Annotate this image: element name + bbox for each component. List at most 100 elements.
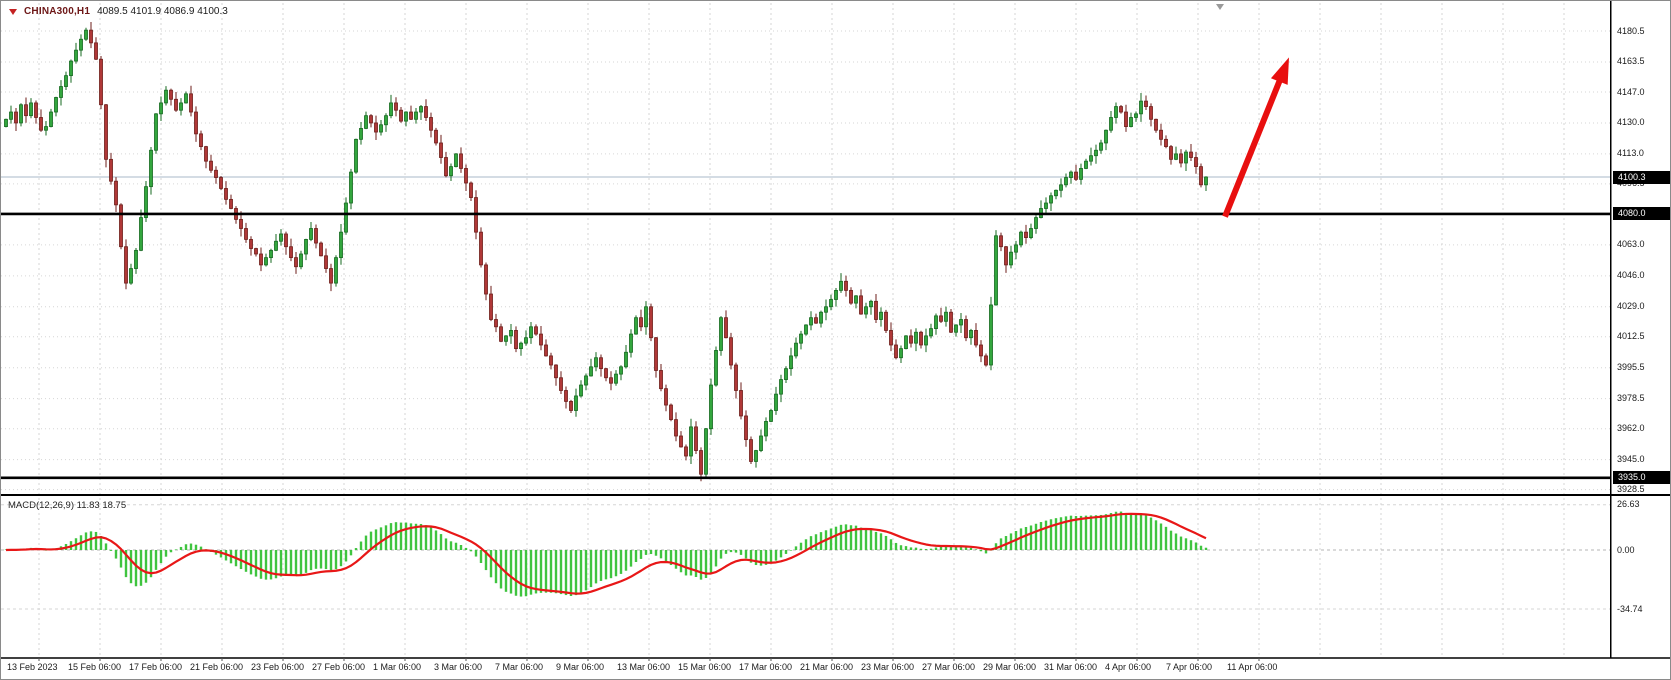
- macd-histogram-bar: [289, 550, 293, 576]
- macd-histogram-bar: [129, 550, 133, 584]
- candle-body: [204, 146, 208, 162]
- candle-body: [354, 138, 358, 173]
- candle-body: [849, 289, 853, 304]
- candle-body: [524, 337, 528, 344]
- candle-body: [809, 317, 813, 326]
- candle-body: [1004, 246, 1008, 266]
- macd-histogram-bar: [1134, 514, 1138, 550]
- candle-body: [284, 233, 288, 248]
- macd-histogram-bar: [749, 550, 753, 563]
- macd-histogram-bar: [944, 545, 948, 550]
- candle-body: [1184, 151, 1188, 164]
- macd-histogram-bar: [1019, 528, 1023, 550]
- candle-body: [499, 326, 503, 342]
- candle-body: [529, 326, 533, 339]
- price-axis-label: 4012.5: [1617, 331, 1645, 342]
- macd-histogram-bar: [1149, 517, 1153, 550]
- macd-histogram-bar: [629, 550, 633, 567]
- macd-indicator-label: MACD(12,26,9) 11.83 18.75: [8, 500, 126, 511]
- candle-body: [1109, 117, 1113, 131]
- candle-body: [49, 111, 53, 127]
- candle-body: [784, 368, 788, 380]
- macd-histogram-bar: [419, 523, 423, 550]
- candle-body: [984, 355, 988, 366]
- macd-histogram-bar: [659, 550, 663, 559]
- macd-histogram-bar: [959, 546, 963, 550]
- macd-histogram-bar: [614, 550, 618, 577]
- trend-arrow-head[interactable]: [1270, 57, 1289, 85]
- candle-body: [1099, 142, 1103, 151]
- macd-histogram-bar: [404, 522, 408, 550]
- macd-histogram-bar: [1139, 514, 1143, 550]
- candle-body: [804, 324, 808, 335]
- price-axis-label: 3995.5: [1617, 362, 1645, 373]
- macd-histogram-bar: [1159, 523, 1163, 550]
- candle-body: [1204, 176, 1208, 186]
- candle-body: [264, 257, 268, 266]
- candle-body: [844, 280, 848, 291]
- candle-body: [194, 111, 198, 135]
- macd-histogram-bar: [504, 550, 508, 592]
- candle-body: [1129, 117, 1133, 127]
- candle-body: [909, 335, 913, 344]
- candle-body: [419, 106, 423, 113]
- candle-body: [1069, 171, 1073, 178]
- candle-body: [494, 319, 498, 328]
- candle-body: [464, 168, 468, 184]
- price-axis-label: 3945.0: [1617, 454, 1645, 465]
- price-axis-label: 4163.5: [1617, 56, 1645, 67]
- macd-histogram-bar: [309, 550, 313, 571]
- candle-body: [229, 198, 233, 209]
- candle-body: [389, 102, 393, 117]
- candle-body: [1134, 113, 1138, 118]
- time-axis-label: 27 Mar 06:00: [922, 662, 976, 672]
- macd-histogram-bar: [884, 535, 888, 550]
- macd-histogram-bar: [639, 550, 643, 559]
- candle-body: [574, 395, 578, 411]
- chart-shift-marker-icon[interactable]: [1216, 4, 1224, 10]
- macd-histogram-bar: [539, 550, 543, 593]
- candle-body: [974, 330, 978, 346]
- macd-histogram-bar: [1124, 512, 1128, 550]
- macd-name: MACD(12,26,9): [8, 500, 74, 511]
- candle-body: [1079, 168, 1083, 180]
- price-axis[interactable]: [1612, 1, 1670, 658]
- macd-histogram-bar: [669, 550, 673, 565]
- candle-body: [384, 115, 388, 126]
- macd-histogram-bar: [1199, 545, 1203, 550]
- macd-histogram-bar: [514, 550, 518, 596]
- candle-body: [289, 246, 293, 259]
- candle-body: [769, 410, 773, 422]
- candle-body: [319, 242, 323, 257]
- candle-body: [179, 102, 183, 111]
- candle-body: [254, 248, 258, 255]
- candle-body: [639, 317, 643, 328]
- candle-body: [149, 149, 153, 188]
- candle-body: [429, 117, 433, 131]
- candle-body: [139, 217, 143, 251]
- macd-histogram-bar: [294, 550, 298, 576]
- candle-body: [839, 280, 843, 291]
- macd-histogram-bar: [779, 550, 783, 558]
- macd-histogram-bar: [1179, 536, 1183, 550]
- candle-body: [589, 366, 593, 377]
- candle-body: [749, 439, 753, 462]
- candle-body: [534, 326, 538, 335]
- candle-body: [704, 428, 708, 475]
- candle-body: [914, 331, 918, 344]
- candle-body: [444, 157, 448, 177]
- time-axis-label: 29 Mar 06:00: [983, 662, 1037, 672]
- candle-body: [184, 93, 188, 104]
- trend-arrow-shaft[interactable]: [1222, 75, 1284, 218]
- candle-body: [69, 60, 73, 77]
- candle-body: [99, 58, 103, 106]
- macd-histogram-bar: [724, 550, 728, 554]
- macd-histogram-bar: [334, 550, 338, 570]
- macd-histogram-bar: [89, 531, 93, 550]
- macd-histogram-bar: [529, 550, 533, 595]
- macd-histogram-bar: [134, 550, 138, 587]
- candle-body: [124, 246, 128, 284]
- macd-histogram-bar: [444, 538, 448, 550]
- candle-body: [479, 231, 483, 266]
